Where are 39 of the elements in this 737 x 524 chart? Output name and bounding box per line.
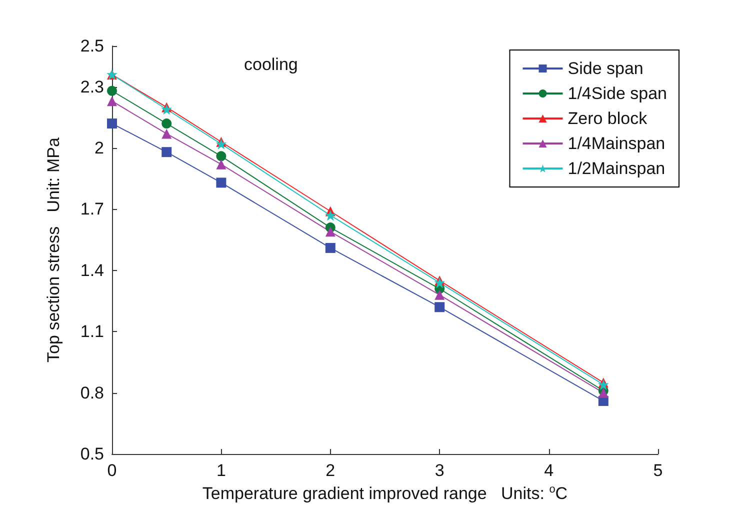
y-tick-label: 2 xyxy=(94,138,104,158)
x-tick-label: 5 xyxy=(653,461,663,480)
point xyxy=(107,96,117,106)
point xyxy=(161,104,172,115)
x-tick-label: 2 xyxy=(326,461,336,480)
y-tick-label: 0.8 xyxy=(80,383,104,402)
y-tick-label: 1.1 xyxy=(80,322,104,342)
x-tick-label: 1 xyxy=(216,461,226,480)
x-tick-label: 0 xyxy=(107,461,117,480)
point xyxy=(216,159,226,170)
y-tick-label: 1.4 xyxy=(80,260,104,280)
legend-label: 1/2Mainspan xyxy=(568,159,666,178)
point xyxy=(324,210,336,221)
point xyxy=(162,118,172,129)
point xyxy=(434,302,445,312)
point xyxy=(434,277,446,288)
y-tick-label: 0.5 xyxy=(80,444,104,464)
annotation: cooling xyxy=(244,55,298,74)
point xyxy=(107,118,117,129)
y-tick-label: 2.3 xyxy=(80,77,104,96)
point xyxy=(598,379,609,390)
x-tick-label: 4 xyxy=(544,461,554,480)
point xyxy=(216,178,226,188)
legend-label: Zero block xyxy=(568,109,648,128)
y-axis-title: Top section stress Unit: MPa xyxy=(44,137,63,362)
point xyxy=(434,290,445,300)
y-tick-label: 1.7 xyxy=(80,200,104,219)
point xyxy=(162,128,172,139)
legend-label: Side span xyxy=(568,59,644,78)
point xyxy=(216,151,226,162)
point xyxy=(325,242,336,253)
point xyxy=(107,86,117,96)
point xyxy=(325,226,336,237)
point xyxy=(162,147,172,158)
y-tick-label: 2.5 xyxy=(80,36,104,56)
point xyxy=(216,138,227,150)
legend-label: 1/4Side span xyxy=(568,84,668,103)
x-tick-label: 3 xyxy=(434,461,444,480)
legend-label: 1/4Mainspan xyxy=(568,134,666,153)
